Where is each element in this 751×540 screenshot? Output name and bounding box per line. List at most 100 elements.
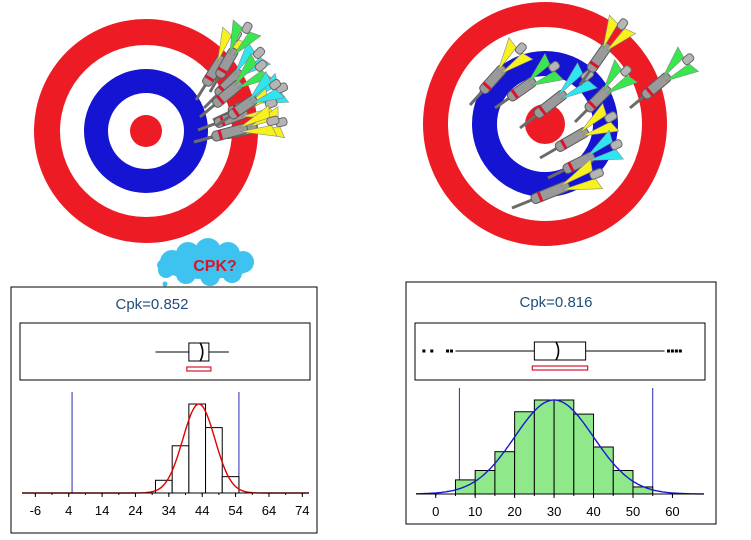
arrow-band bbox=[645, 86, 654, 97]
arrow-fletch-bottom bbox=[500, 52, 534, 74]
histogram-bar bbox=[533, 399, 555, 495]
right-cpk-chart: Cpk=0.816 0 10 20 30 40 50 60 bbox=[405, 281, 717, 525]
x-tick-label: 44 bbox=[195, 503, 209, 518]
arrow-band bbox=[538, 105, 547, 116]
right-x-axis: 0 10 20 30 40 50 60 bbox=[416, 493, 704, 519]
boxplot-outlier bbox=[666, 349, 670, 353]
histogram-bar bbox=[553, 399, 575, 495]
x-tick-label: 0 bbox=[432, 504, 439, 519]
boxplot-ci-bar bbox=[186, 366, 212, 372]
arrow-fletch-top bbox=[229, 19, 243, 54]
x-tick-label: 20 bbox=[507, 504, 521, 519]
arrow-band bbox=[217, 66, 228, 75]
arrow-fletch-top bbox=[579, 102, 607, 133]
left-x-axis: -6 4 14 24 34 44 54 64 74 bbox=[22, 492, 310, 518]
arrow-nock bbox=[604, 111, 618, 124]
arrow bbox=[511, 158, 604, 210]
arrow-fletch-bottom bbox=[530, 70, 564, 86]
arrow-fletch-top bbox=[602, 14, 619, 49]
x-tick-label: 4 bbox=[65, 503, 72, 518]
arrow-band bbox=[482, 81, 492, 91]
boxplot-box bbox=[533, 341, 587, 361]
arrow-fletch-bottom bbox=[588, 148, 624, 161]
arrow-nock bbox=[548, 60, 561, 73]
arrow-band bbox=[216, 95, 225, 105]
left-target-bullseye bbox=[130, 115, 162, 147]
x-tick-label: 64 bbox=[262, 503, 276, 518]
arrow-fletch-top bbox=[238, 104, 270, 129]
cpk-callout: CPK? bbox=[147, 238, 254, 293]
arrow-fletch-bottom bbox=[560, 79, 598, 100]
arrow-fletch-bottom bbox=[606, 28, 637, 52]
arrow-fletch-top bbox=[527, 52, 551, 83]
arrow-band bbox=[567, 161, 575, 172]
left-chart-title: Cpk=0.852 bbox=[116, 296, 189, 313]
right-histogram bbox=[416, 388, 704, 495]
arrow bbox=[193, 104, 280, 144]
boxplot-outlier bbox=[678, 349, 682, 353]
boxplot-median bbox=[199, 342, 204, 362]
left-cpk-chart: Cpk=0.852 -6 4 14 24 34 44 54 64 74 bbox=[10, 286, 318, 534]
arrow-band bbox=[231, 107, 241, 118]
arrow-fletch-bottom bbox=[232, 31, 262, 57]
callout-cloud-shape bbox=[157, 238, 254, 286]
arrow-band bbox=[510, 89, 520, 100]
boxplot-box bbox=[188, 342, 210, 362]
arrow-nock bbox=[616, 18, 629, 31]
arrow-fletch-top bbox=[602, 58, 622, 92]
histogram-bar bbox=[154, 479, 173, 494]
normal-curve bbox=[416, 399, 704, 495]
arrow bbox=[199, 52, 273, 119]
arrow bbox=[468, 37, 534, 107]
histogram-bar bbox=[632, 486, 654, 495]
boxplot-outlier bbox=[674, 349, 678, 353]
boxplot-outlier bbox=[422, 349, 426, 353]
left-target bbox=[34, 19, 258, 243]
left-boxplot bbox=[155, 342, 229, 372]
arrow-fletch-bottom bbox=[240, 125, 278, 137]
histogram-bar bbox=[171, 445, 190, 494]
arrow-fletch-bottom bbox=[664, 63, 700, 82]
callout-tail-dot-large bbox=[162, 281, 168, 287]
arrow-band bbox=[587, 100, 597, 110]
arrow-fletch-bottom bbox=[251, 88, 285, 104]
arrow-band bbox=[536, 191, 544, 202]
arrow-nock bbox=[620, 65, 632, 77]
right-target-arrows bbox=[468, 14, 700, 210]
arrow-fletch-top bbox=[557, 62, 584, 97]
arrow-nock bbox=[252, 46, 266, 60]
arrow-band bbox=[589, 60, 600, 69]
x-tick-label: 14 bbox=[95, 503, 109, 518]
x-tick-label: 24 bbox=[128, 503, 142, 518]
histogram-bar bbox=[593, 446, 614, 495]
arrow bbox=[208, 19, 262, 93]
left-target-arrows bbox=[193, 19, 290, 144]
arrow-fletch-top bbox=[217, 26, 232, 62]
arrow-fletch-top bbox=[233, 52, 258, 86]
histogram-bar bbox=[188, 403, 207, 494]
arrow-fletch-top bbox=[662, 46, 685, 79]
arrow bbox=[629, 46, 700, 110]
boxplot-outlier bbox=[430, 349, 434, 353]
arrow-nock bbox=[241, 21, 253, 34]
arrow-band bbox=[217, 129, 224, 141]
x-tick-label: 40 bbox=[586, 504, 600, 519]
histogram-bar bbox=[573, 413, 595, 495]
x-tick-label: 60 bbox=[665, 504, 679, 519]
arrow-fletch-bottom bbox=[581, 121, 620, 137]
x-tick-label: 30 bbox=[547, 504, 561, 519]
boxplot-outlier bbox=[450, 349, 454, 353]
x-tick-label: -6 bbox=[30, 503, 42, 518]
arrow bbox=[494, 52, 564, 110]
arrow-nock bbox=[589, 168, 604, 180]
x-tick-label: 10 bbox=[468, 504, 482, 519]
x-tick-label: 74 bbox=[295, 503, 309, 518]
x-tick-label: 50 bbox=[626, 504, 640, 519]
arrow-fletch-top bbox=[586, 129, 613, 158]
arrow bbox=[547, 129, 624, 180]
histogram-bar bbox=[494, 451, 516, 495]
boxplot-outlier bbox=[670, 349, 674, 353]
arrow-nock bbox=[254, 59, 268, 72]
arrow-nock bbox=[269, 78, 282, 91]
